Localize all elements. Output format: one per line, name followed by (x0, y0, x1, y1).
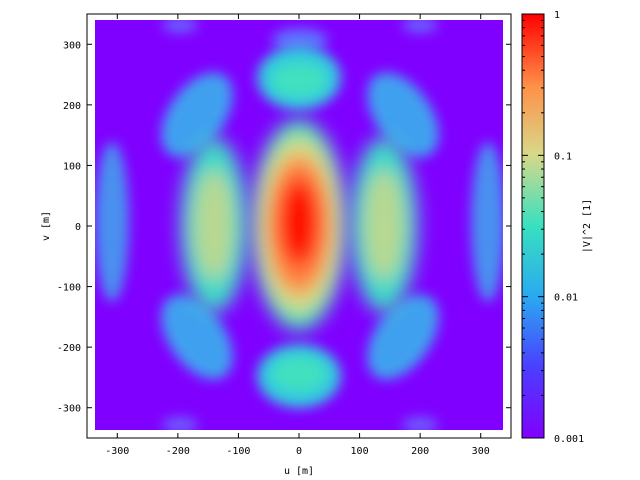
colorbar-label: |V|^2 [1] (582, 199, 593, 253)
x-tick-label: 0 (296, 446, 302, 457)
y-tick-label: 200 (63, 101, 81, 112)
x-tick-label: 200 (411, 446, 429, 457)
lobe-corner-bottom-left (162, 417, 198, 430)
y-axis-label: v [m] (41, 211, 52, 241)
y-tick-label: 100 (63, 161, 81, 172)
colorbar-axis: 1 0.1 0.01 0.001 (522, 10, 584, 445)
x-tick-label: -100 (226, 446, 250, 457)
colorbar-tick-label: 0.001 (554, 434, 584, 445)
lobe-left-side-core (194, 170, 234, 280)
x-tick-label: -300 (105, 446, 129, 457)
main-lobe-peak (279, 178, 319, 266)
y-tick-label: 300 (63, 40, 81, 51)
lobe-right-edge (471, 142, 503, 302)
x-tick-label: 300 (472, 446, 490, 457)
x-axis: -300 -200 -100 0 100 200 300 (105, 14, 490, 457)
heatmap-image (95, 20, 503, 430)
colorbar-tick-label: 0.1 (554, 151, 572, 162)
y-tick-label: -200 (57, 343, 81, 354)
colorbar (521, 13, 545, 439)
lobe-top-core (271, 62, 327, 98)
x-axis-label: u [m] (284, 466, 314, 477)
y-axis: -300 -200 -100 0 100 200 300 (57, 40, 511, 415)
x-tick-label: -200 (166, 446, 190, 457)
colorbar-tick-label: 1 (554, 10, 560, 21)
lobe-lower-left-outer (161, 294, 233, 380)
lobe-upper-left-inner (272, 28, 328, 52)
x-tick-label: 100 (351, 446, 369, 457)
lobe-upper-left-outer (161, 72, 233, 158)
lobe-corner-bottom-right (402, 417, 438, 430)
lobe-upper-right-outer (367, 72, 439, 158)
lobe-right-side-core (364, 170, 404, 280)
lobe-lower-right-outer (367, 294, 439, 380)
y-tick-label: -100 (57, 283, 81, 294)
y-tick-label: -300 (57, 404, 81, 415)
colorbar-tick-label: 0.01 (554, 293, 578, 304)
lobe-bottom-core (271, 356, 327, 392)
y-tick-label: 0 (75, 222, 81, 233)
lobe-left-edge (95, 142, 129, 302)
lobe-corner-top-left (162, 20, 198, 33)
lobe-corner-top-right (402, 20, 438, 33)
